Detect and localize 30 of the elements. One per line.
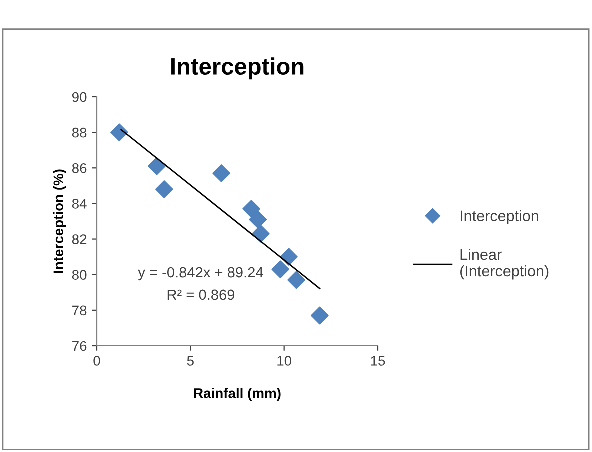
y-tick-label: 90 xyxy=(72,92,87,102)
point xyxy=(212,164,230,182)
y-axis-title: Interception (%) xyxy=(53,170,66,274)
x-tick-label: 15 xyxy=(371,356,386,366)
point xyxy=(156,180,174,198)
point xyxy=(288,271,306,290)
y-tick-label: 80 xyxy=(72,270,87,280)
point xyxy=(311,306,329,325)
chart-title: Interception xyxy=(172,58,304,80)
x-tick-label: 5 xyxy=(187,356,194,366)
y-tick-label: 88 xyxy=(72,128,87,138)
point xyxy=(252,225,270,243)
x-tick-label: 0 xyxy=(94,356,100,366)
point xyxy=(249,210,268,229)
legend-label: Interception xyxy=(460,210,538,225)
point xyxy=(242,200,260,218)
annotation: R² = 0.869 xyxy=(168,290,235,300)
y-tick-label: 76 xyxy=(72,341,87,352)
x-tick-label: 10 xyxy=(278,356,292,366)
y-tick-label: 82 xyxy=(72,234,87,244)
annotation: y = -0.842x + 89.24 xyxy=(138,267,264,281)
y-tick-label: 84 xyxy=(72,199,87,209)
point xyxy=(148,157,166,176)
legend-label: Linear (Interception) xyxy=(460,248,549,280)
x-axis-title: Rainfall (mm) xyxy=(194,388,281,402)
y-tick-label: 78 xyxy=(72,306,87,316)
y-tick-label: 86 xyxy=(72,163,87,174)
point xyxy=(272,260,290,278)
point xyxy=(110,124,128,142)
point xyxy=(280,248,298,266)
